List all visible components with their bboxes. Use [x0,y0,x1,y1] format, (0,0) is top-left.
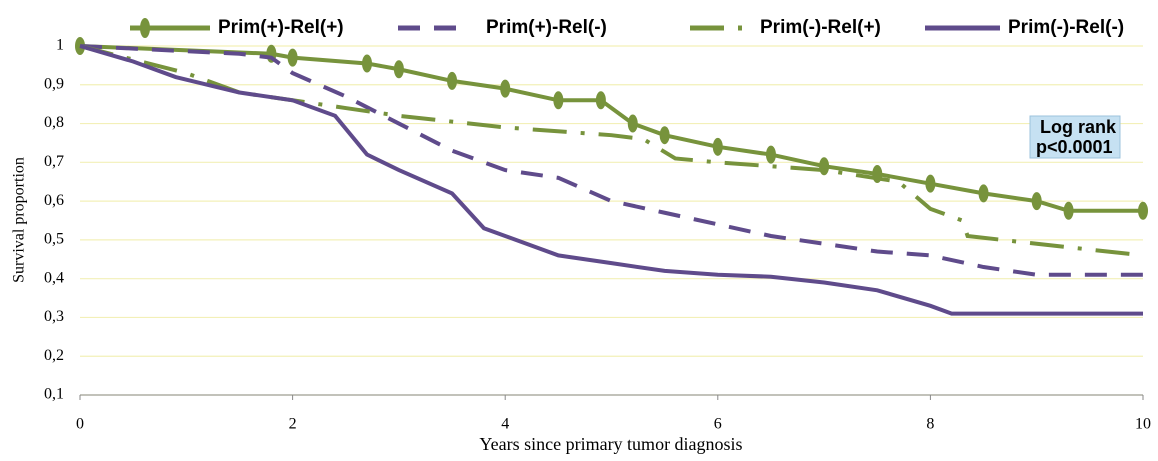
censor-marker [553,91,564,110]
censor-marker [978,184,989,203]
censor-marker [393,60,404,79]
censor-marker [925,174,936,193]
annotation-box [1029,115,1121,159]
legend-label: Prim(-)-Rel(-) [1008,17,1124,38]
plot: 0,10,20,30,40,50,60,70,80,910 2 4 6 8 10Prim(… [44,17,1151,433]
x-tick-label: 6 [714,416,722,433]
legend-marker [140,18,150,38]
censor-marker [627,114,638,133]
censor-marker [500,79,511,98]
censor-marker [287,48,298,67]
series-line [79,44,1143,213]
censor-marker [595,91,606,110]
censor-marker [1063,201,1074,220]
censor-marker [1031,192,1042,211]
y-tick-label: 0,8 [44,114,64,131]
censor-marker [1138,201,1148,220]
censor-marker [819,157,830,176]
legend-label: Prim(+)-Rel(+) [218,17,344,38]
annotation: Log rank [1040,117,1117,137]
y-tick-label: 0,4 [44,269,64,286]
y-tick-label: 1 [56,37,64,54]
censor-marker [765,145,776,164]
legend-label: Prim(-)-Rel(+) [760,17,881,38]
annotation: p<0.0001 [1036,137,1113,157]
x-tick-label: 8 [926,416,934,433]
y-tick-label: 0,7 [44,153,64,170]
series-line [79,44,1144,258]
x-tick-label: 2 [289,416,297,433]
censor-marker [659,126,670,145]
x-tick-label: 0 [76,416,84,433]
x-tick-label: 4 [501,416,509,433]
series-line [79,44,1143,277]
y-tick-label: 0,1 [44,386,64,403]
y-tick-label: 0,6 [44,192,64,209]
y-tick-label: 0,9 [44,75,64,92]
legend-label: Prim(+)-Rel(-) [486,17,607,38]
y-axis-label: Survival proportion [11,157,28,283]
censor-marker [447,71,458,90]
x-axis-label: Years since primary tumor diagnosis [479,434,742,454]
series-line [79,44,1143,316]
censor-marker [712,137,723,156]
y-tick-label: 0,2 [44,347,64,364]
y-tick-label: 0,5 [44,231,64,248]
x-tick-label: 10 [1135,416,1151,433]
y-tick-label: 0,3 [44,308,64,325]
censor-marker [362,54,373,73]
